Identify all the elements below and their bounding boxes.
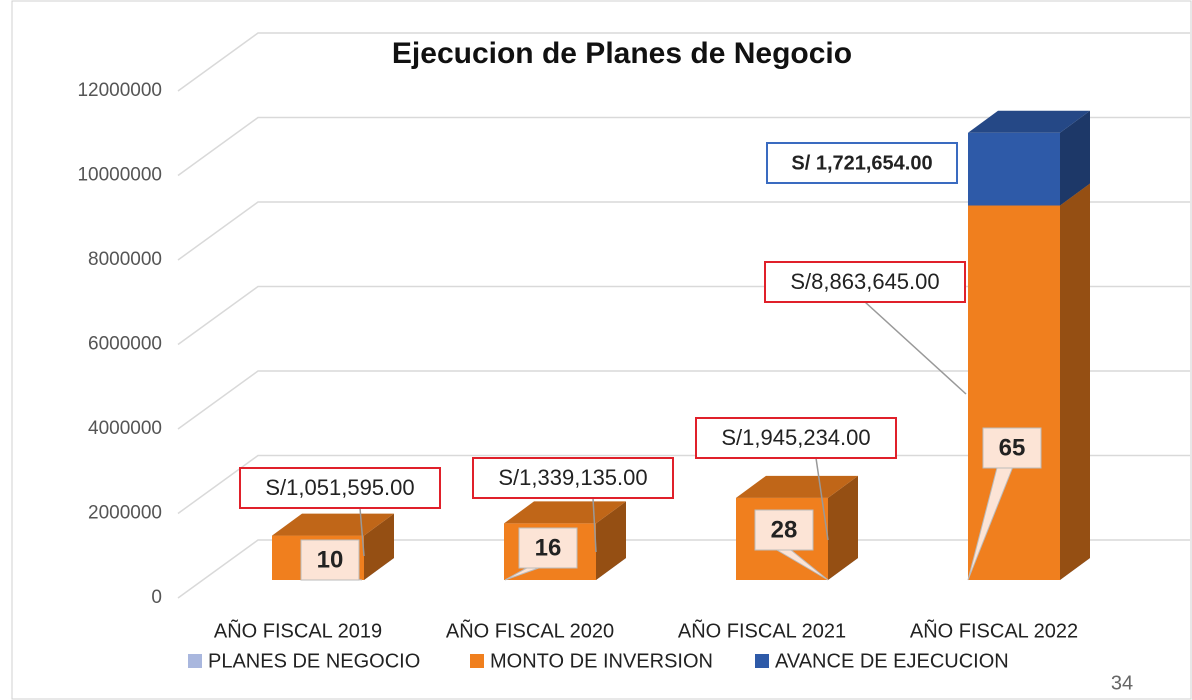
label-box xyxy=(766,142,958,184)
y-tick-label: 10000000 xyxy=(77,165,162,186)
label-box xyxy=(754,509,814,551)
bar-side xyxy=(596,501,626,580)
grid-line xyxy=(177,32,1190,92)
legend-swatch xyxy=(755,654,769,668)
label-box xyxy=(982,427,1042,469)
label-box xyxy=(239,467,441,509)
label-box xyxy=(300,539,360,581)
leader-line xyxy=(864,301,967,395)
bar-side xyxy=(828,475,858,580)
bar-side xyxy=(596,557,626,580)
x-tick-label: AÑO FISCAL 2021 xyxy=(678,618,846,642)
bar-side xyxy=(1060,557,1090,580)
page-number: 34 xyxy=(1111,672,1133,694)
data-label: S/1,339,135.00 xyxy=(498,465,647,490)
bar-top xyxy=(272,513,394,536)
grid-line xyxy=(177,116,1190,177)
data-label: 16 xyxy=(535,534,562,561)
bar-side xyxy=(364,557,394,580)
bar-side xyxy=(1060,183,1090,580)
chart-title: Ejecucion de Planes de Negocio xyxy=(392,37,852,70)
y-tick-label: 12000000 xyxy=(77,80,162,101)
y-tick-label: 6000000 xyxy=(88,334,162,355)
legend-swatch xyxy=(470,654,484,668)
y-tick-label: 2000000 xyxy=(88,503,162,524)
leader-line xyxy=(592,497,597,553)
y-tick-label: 4000000 xyxy=(88,418,162,439)
data-label: S/1,051,595.00 xyxy=(265,475,414,500)
grid-line xyxy=(177,539,1190,599)
bar-top xyxy=(504,501,626,524)
bar-top xyxy=(968,110,1090,133)
legend-label: AVANCE DE EJECUCION xyxy=(775,650,1009,672)
x-tick-label: AÑO FISCAL 2020 xyxy=(446,618,614,642)
grid-line xyxy=(177,201,1190,261)
data-label: S/8,863,645.00 xyxy=(790,269,939,294)
legend-swatch xyxy=(188,654,202,668)
x-tick-label: AÑO FISCAL 2022 xyxy=(910,618,1078,642)
data-label: 10 xyxy=(317,546,344,573)
leader-line xyxy=(359,507,365,557)
y-tick-label: 8000000 xyxy=(88,249,162,270)
grid-line xyxy=(177,370,1190,430)
bar-side xyxy=(364,513,394,580)
label-box xyxy=(472,457,674,499)
bar-front xyxy=(968,132,1060,206)
data-label: S/ 1,721,654.00 xyxy=(791,152,932,174)
label-box xyxy=(518,527,578,569)
bar-top xyxy=(736,475,858,498)
bar-side xyxy=(828,557,858,580)
frame xyxy=(11,0,1192,700)
bar-front xyxy=(968,205,1060,580)
legend-label: PLANES DE NEGOCIO xyxy=(208,650,420,672)
label-box xyxy=(764,261,966,303)
data-label: S/1,945,234.00 xyxy=(721,425,870,450)
bar xyxy=(968,110,1090,206)
data-label: 28 xyxy=(771,516,798,543)
x-tick-label: AÑO FISCAL 2019 xyxy=(214,618,382,642)
y-tick-label: 0 xyxy=(151,587,162,608)
leader-line xyxy=(815,457,829,541)
label-box xyxy=(695,417,897,459)
data-label: 65 xyxy=(999,434,1026,461)
legend-label: MONTO DE INVERSION xyxy=(490,650,713,672)
bar-side xyxy=(1060,110,1090,206)
